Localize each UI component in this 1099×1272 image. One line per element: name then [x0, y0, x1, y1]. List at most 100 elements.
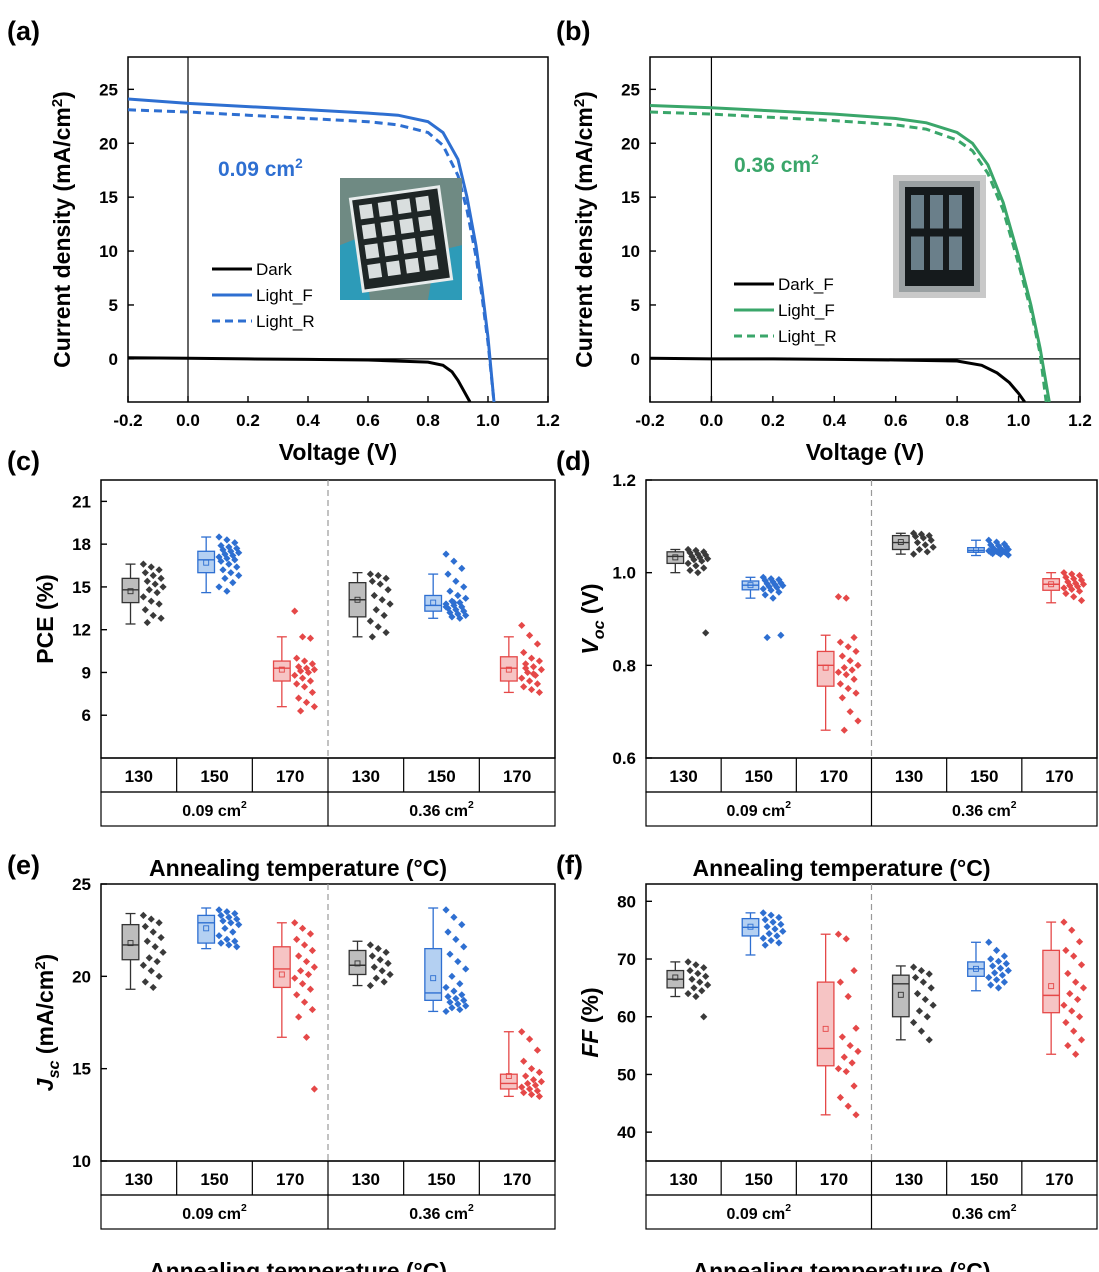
data-point	[295, 694, 303, 702]
x-axis-title: Annealing temperature (°C)	[692, 1258, 990, 1272]
data-point	[223, 587, 231, 595]
legend-label-Light_F: Light_F	[778, 301, 835, 320]
y-tick-label: 0.8	[612, 656, 636, 675]
data-point	[684, 990, 692, 998]
data-point	[911, 973, 920, 982]
data-point	[533, 640, 542, 648]
data-point	[227, 547, 235, 555]
inset-cell	[415, 195, 431, 212]
data-point	[779, 582, 787, 590]
x-tick-label: 0.0	[176, 411, 200, 430]
mean-marker	[127, 588, 134, 595]
data-point	[368, 952, 376, 960]
y-tick-label: 40	[617, 1123, 636, 1142]
inset-cell	[423, 255, 439, 271]
data-point	[460, 943, 468, 951]
x-tick-label: 1.2	[536, 411, 560, 430]
box-170	[499, 1028, 545, 1100]
data-point	[919, 978, 927, 986]
data-point	[153, 589, 161, 597]
box-130	[891, 529, 937, 558]
data-point	[917, 966, 926, 975]
data-point	[529, 1076, 538, 1084]
data-point	[992, 946, 1001, 954]
data-point	[372, 974, 380, 982]
box-iqr	[816, 981, 835, 1067]
data-point	[370, 591, 378, 600]
data-point	[1062, 946, 1070, 954]
data-point	[767, 911, 775, 919]
x-tick-label: 1.0	[476, 411, 500, 430]
y-tick-label: 5	[109, 296, 118, 315]
data-point	[777, 579, 785, 587]
data-point	[518, 1083, 526, 1091]
data-point	[293, 680, 301, 688]
x-tick-label: 0.6	[884, 411, 908, 430]
group-label: 0.09 cm2	[182, 1203, 247, 1223]
data-point	[518, 674, 526, 682]
data-point	[298, 924, 307, 932]
data-point	[535, 657, 544, 665]
data-point	[985, 938, 993, 946]
box-iqr	[891, 974, 910, 1018]
data-point	[456, 614, 464, 622]
data-point	[300, 941, 309, 949]
data-point	[520, 1089, 528, 1097]
data-point	[141, 922, 149, 931]
y-tick-label: 9	[82, 663, 91, 682]
data-point	[775, 913, 783, 922]
data-point	[525, 677, 534, 685]
y-tick-label: 70	[617, 950, 636, 969]
group-label: 0.36 cm2	[952, 1203, 1017, 1223]
data-point	[153, 957, 161, 966]
data-point	[702, 629, 710, 637]
data-point	[777, 920, 785, 928]
x-axis-title: Annealing temperature (°C)	[692, 855, 990, 881]
inset-cell	[361, 223, 377, 240]
data-point	[844, 1102, 852, 1110]
data-point	[773, 932, 781, 940]
data-point	[702, 551, 710, 559]
data-point	[759, 573, 767, 581]
y-tick-label: 20	[621, 134, 640, 153]
mean-marker	[505, 1073, 512, 1080]
data-point	[775, 576, 783, 584]
data-point	[155, 972, 163, 980]
data-point	[225, 913, 233, 921]
data-point	[761, 916, 769, 924]
data-point	[293, 654, 301, 662]
data-point	[704, 981, 712, 989]
data-point	[446, 998, 454, 1006]
data-point	[996, 544, 1005, 553]
data-point	[844, 684, 852, 693]
data-point	[690, 984, 698, 992]
data-point	[295, 1013, 303, 1021]
category-label: 150	[200, 767, 228, 786]
data-point	[221, 574, 229, 582]
data-point	[840, 1053, 848, 1061]
data-point	[996, 964, 1005, 972]
data-point	[215, 932, 223, 940]
data-point	[302, 957, 311, 966]
data-point	[370, 963, 378, 971]
data-point	[374, 945, 382, 953]
category-label: 150	[427, 767, 455, 786]
data-point	[215, 583, 223, 591]
data-point	[450, 557, 458, 565]
panel-letter: (c)	[7, 446, 40, 476]
category-label: 170	[276, 1170, 304, 1189]
data-point	[763, 633, 771, 642]
y-tick-label: 60	[617, 1008, 636, 1027]
data-point	[909, 1018, 918, 1027]
data-point	[1072, 1050, 1080, 1058]
data-point	[147, 597, 155, 605]
x-axis-title: Annealing temperature (°C)	[149, 1258, 447, 1272]
data-point	[850, 675, 858, 683]
data-point	[304, 668, 313, 677]
data-point	[767, 936, 775, 945]
mean-marker	[973, 965, 979, 972]
data-point	[1000, 540, 1008, 548]
mean-marker	[354, 596, 361, 603]
box-150	[197, 906, 243, 951]
